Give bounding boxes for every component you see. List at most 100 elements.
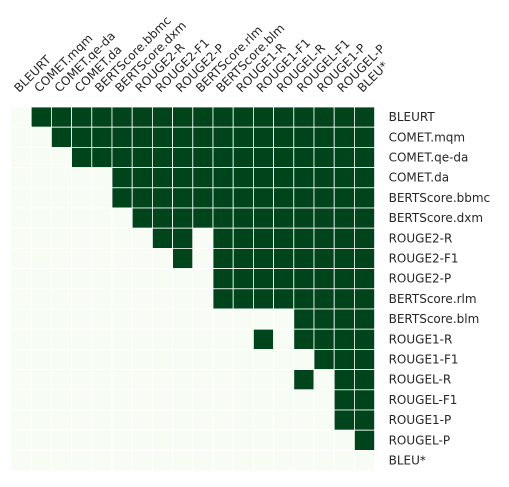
heatmap-cell xyxy=(151,268,173,290)
heatmap-cell xyxy=(192,328,214,350)
heatmap-cell xyxy=(131,449,153,471)
heatmap-cell xyxy=(293,247,315,269)
heatmap-cell xyxy=(151,328,173,350)
heatmap-cell xyxy=(30,167,52,189)
heatmap-cell xyxy=(273,126,295,148)
heatmap-cell xyxy=(333,389,355,411)
heatmap-cell xyxy=(313,449,335,471)
heatmap-cell xyxy=(333,146,355,168)
heatmap-cell xyxy=(172,126,194,148)
heatmap-cell xyxy=(232,167,254,189)
heatmap-cell xyxy=(91,227,113,249)
heatmap-cell xyxy=(111,288,133,310)
heatmap-cell xyxy=(91,106,113,128)
heatmap-cell xyxy=(30,389,52,411)
heatmap-cell xyxy=(131,247,153,269)
heatmap-cell xyxy=(30,126,52,148)
heatmap-cell xyxy=(10,106,32,128)
heatmap-cell xyxy=(333,268,355,290)
heatmap-cell xyxy=(30,288,52,310)
heatmap-cell xyxy=(151,389,173,411)
heatmap-cell xyxy=(51,308,73,330)
heatmap-cell xyxy=(192,106,214,128)
heatmap-cell xyxy=(293,389,315,411)
heatmap-cell xyxy=(91,268,113,290)
heatmap-cell xyxy=(293,288,315,310)
heatmap-cell xyxy=(172,106,194,128)
heatmap-cell xyxy=(91,187,113,209)
heatmap-cell xyxy=(151,449,173,471)
heatmap-cell xyxy=(232,187,254,209)
heatmap-cell xyxy=(51,429,73,451)
heatmap-cell xyxy=(293,449,315,471)
heatmap-cell xyxy=(273,288,295,310)
heatmap-cell xyxy=(212,308,234,330)
heatmap-cell xyxy=(333,227,355,249)
heatmap-cell xyxy=(192,187,214,209)
heatmap-cell xyxy=(252,409,274,431)
heatmap-cell xyxy=(131,268,153,290)
heatmap-cell xyxy=(333,288,355,310)
heatmap-cell xyxy=(172,429,194,451)
heatmap-cell xyxy=(131,348,153,370)
heatmap-cell xyxy=(172,268,194,290)
y-tick-labels: BLEURT COMET.mqm COMET.qe-da COMET.da BERTSc… xyxy=(389,110,491,467)
heatmap-cell xyxy=(212,126,234,148)
heatmap-cell xyxy=(293,126,315,148)
heatmap-cell xyxy=(273,146,295,168)
heatmap-cell xyxy=(111,187,133,209)
heatmap-cell xyxy=(273,227,295,249)
heatmap-cell xyxy=(151,227,173,249)
heatmap-cell xyxy=(252,328,274,350)
heatmap-cell xyxy=(71,167,93,189)
heatmap-cell xyxy=(71,449,93,471)
heatmap-cell xyxy=(10,348,32,370)
heatmap-cell xyxy=(51,106,73,128)
heatmap-cell xyxy=(131,369,153,391)
heatmap-cell xyxy=(51,207,73,229)
heatmap-cell xyxy=(10,449,32,471)
heatmap-cell xyxy=(273,207,295,229)
heatmap-cell xyxy=(10,247,32,269)
heatmap-cell xyxy=(192,389,214,411)
heatmap-cell xyxy=(212,207,234,229)
y-tick-label: BLEURT xyxy=(389,110,436,124)
heatmap-cell xyxy=(252,348,274,370)
heatmap-cell xyxy=(353,389,375,411)
heatmap-cell xyxy=(111,227,133,249)
heatmap-cell xyxy=(111,207,133,229)
heatmap-cell xyxy=(333,429,355,451)
heatmap-cell xyxy=(192,429,214,451)
heatmap-cell xyxy=(273,268,295,290)
heatmap-cell xyxy=(30,348,52,370)
heatmap-cell xyxy=(252,106,274,128)
heatmap-cell xyxy=(252,126,274,148)
heatmap-cell xyxy=(353,328,375,350)
heatmap-cell xyxy=(212,328,234,350)
heatmap-cell xyxy=(151,247,173,269)
heatmap-cell xyxy=(293,106,315,128)
heatmap-cell xyxy=(333,409,355,431)
heatmap-cell xyxy=(30,449,52,471)
heatmap-cell xyxy=(353,449,375,471)
heatmap-cell xyxy=(252,268,274,290)
heatmap-cell xyxy=(232,348,254,370)
heatmap-cell xyxy=(91,429,113,451)
heatmap-cell xyxy=(10,207,32,229)
heatmap-cell xyxy=(232,429,254,451)
heatmap-cell xyxy=(192,227,214,249)
heatmap-cell xyxy=(353,369,375,391)
heatmap-cell xyxy=(273,389,295,411)
heatmap-cell xyxy=(353,348,375,370)
heatmap-cell xyxy=(212,106,234,128)
heatmap-cell xyxy=(192,348,214,370)
heatmap-cell xyxy=(30,429,52,451)
heatmap-cell xyxy=(51,126,73,148)
heatmap-cell xyxy=(353,167,375,189)
heatmap-cell xyxy=(30,409,52,431)
heatmap-cell xyxy=(30,268,52,290)
heatmap-cell xyxy=(252,247,274,269)
heatmap-cell xyxy=(151,126,173,148)
heatmap-cell xyxy=(111,409,133,431)
heatmap-cell xyxy=(313,369,335,391)
